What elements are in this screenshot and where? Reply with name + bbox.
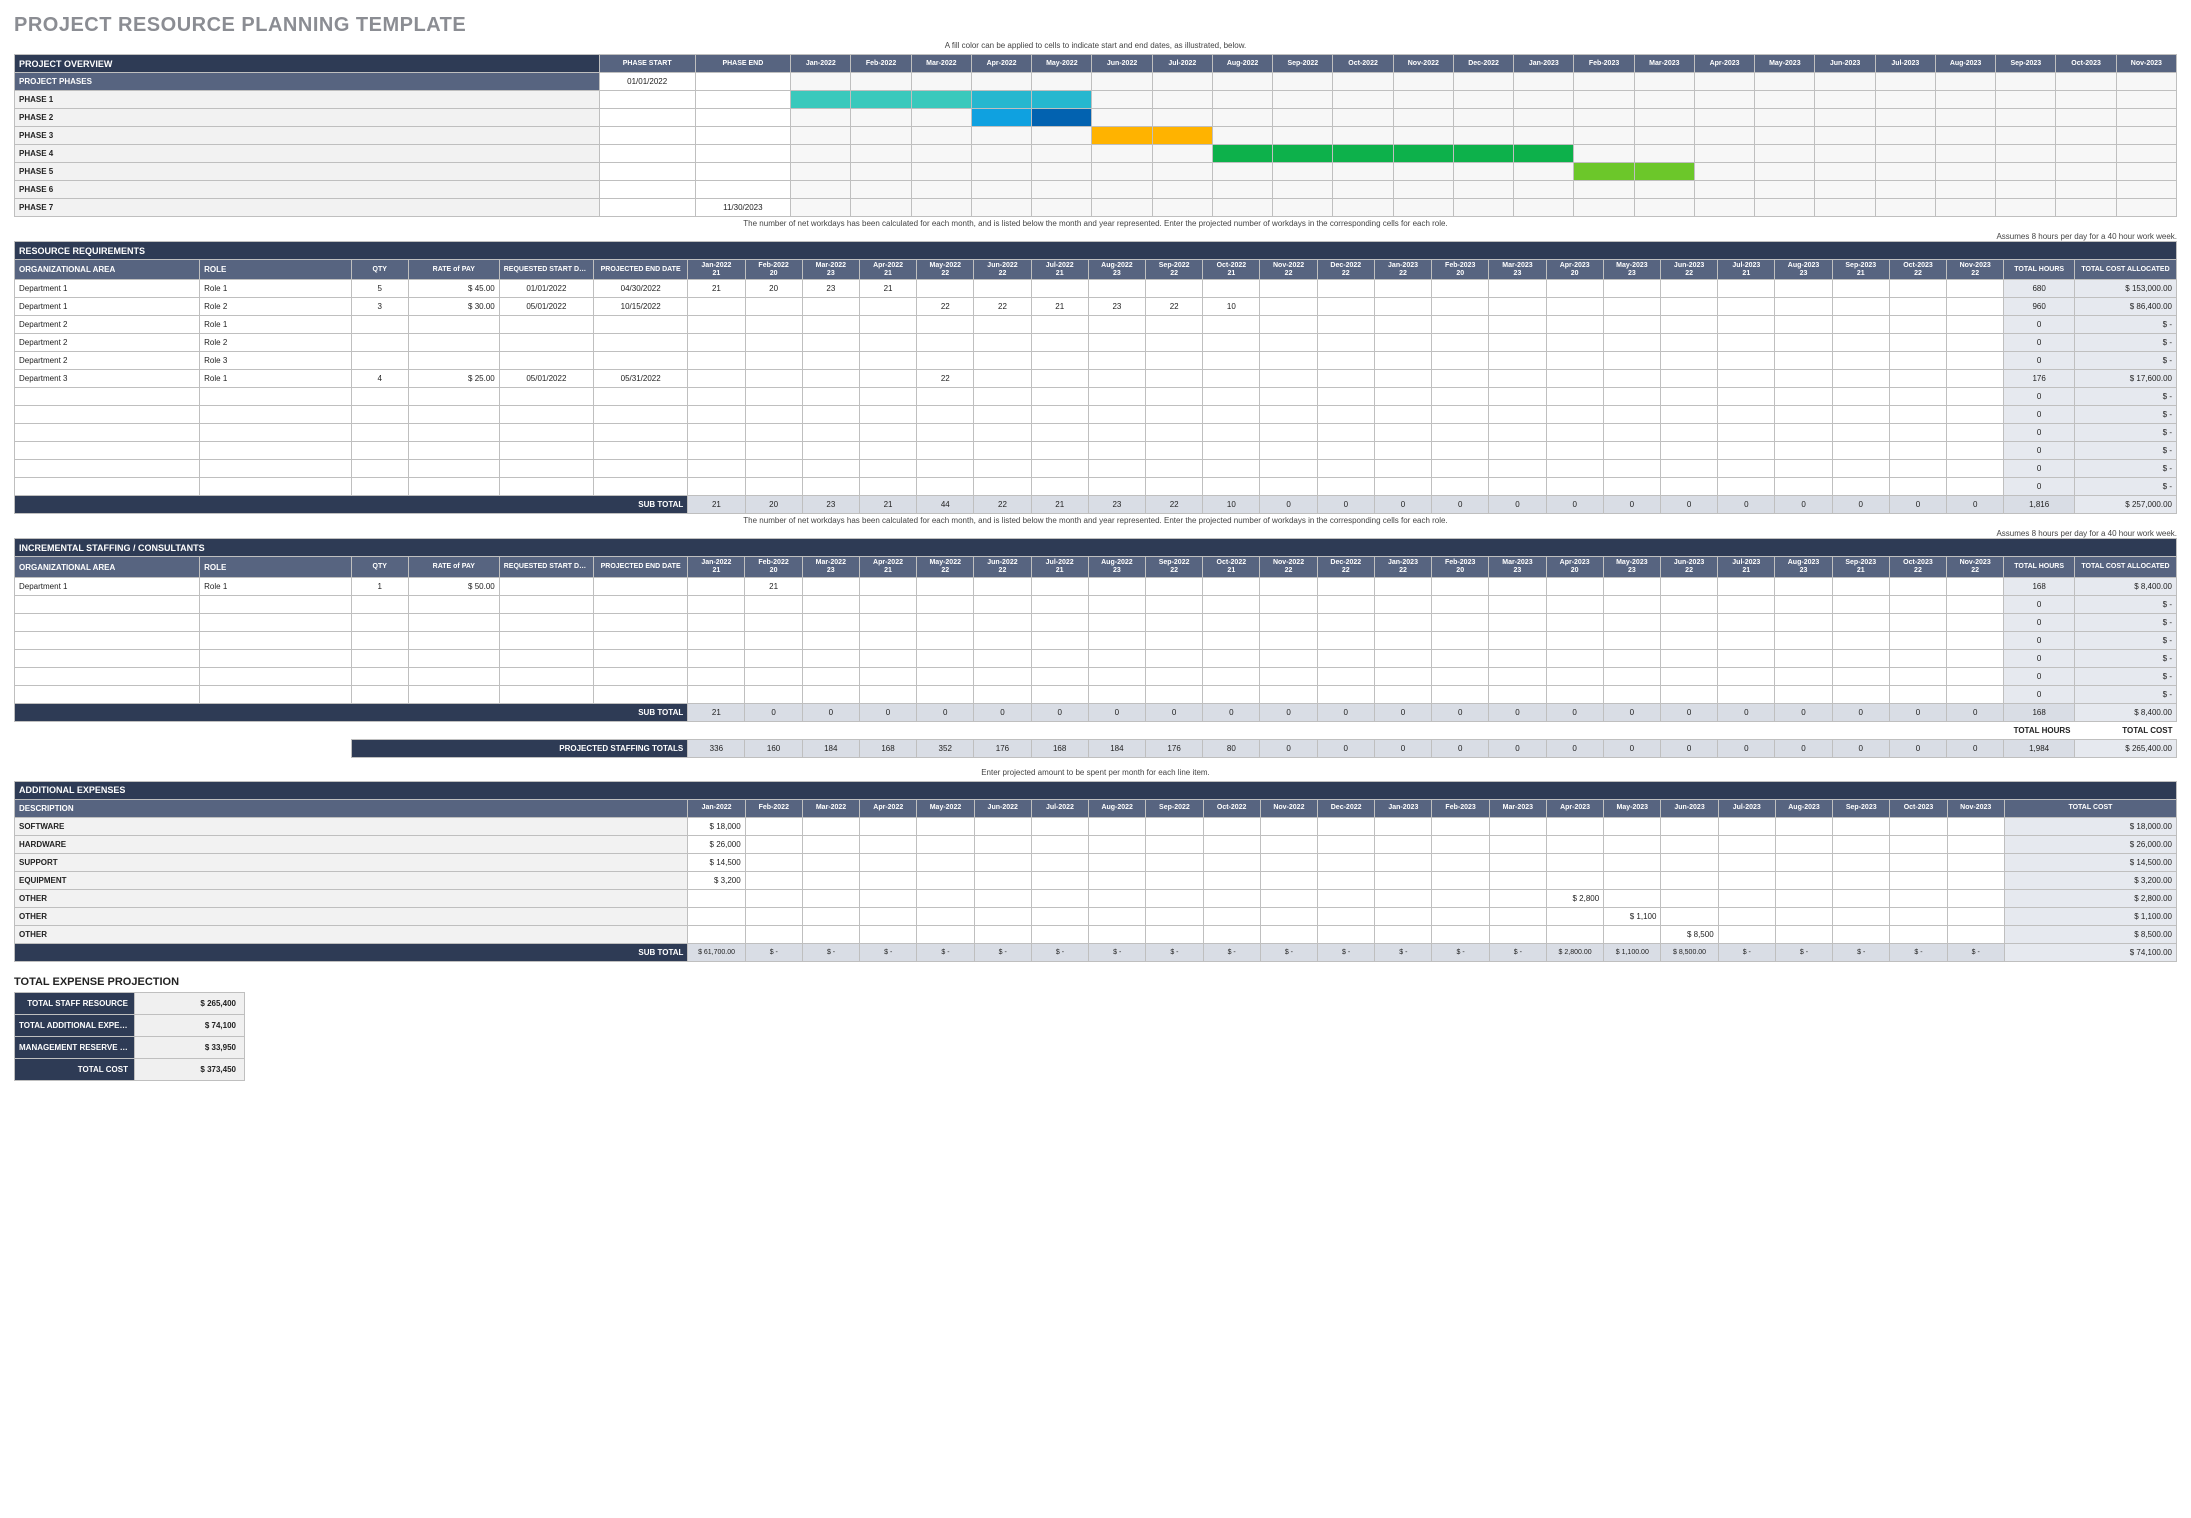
hint-workdays-2: The number of net workdays has been calc… (14, 516, 2177, 525)
overview-table: PROJECT OVERVIEWPHASE STARTPHASE ENDJan-… (14, 54, 2177, 217)
hint-right-2: Assumes 8 hours per day for a 40 hour wo… (14, 529, 2177, 538)
page-title: PROJECT RESOURCE PLANNING TEMPLATE (14, 14, 2177, 37)
projection-table: TOTAL STAFF RESOURCE$ 265,400TOTAL ADDIT… (14, 992, 245, 1081)
hint-expenses: Enter projected amount to be spent per m… (14, 768, 2177, 777)
consult-table: INCREMENTAL STAFFING / CONSULTANTSORGANI… (14, 538, 2177, 757)
expenses-table: ADDITIONAL EXPENSESDESCRIPTIONJan-2022Fe… (14, 781, 2177, 962)
hint-right-1: Assumes 8 hours per day for a 40 hour wo… (14, 232, 2177, 241)
projection-title: TOTAL EXPENSE PROJECTION (14, 976, 2177, 988)
resource-table: RESOURCE REQUIREMENTSORGANIZATIONAL AREA… (14, 241, 2177, 514)
hint-gantt: A fill color can be applied to cells to … (14, 41, 2177, 50)
hint-workdays-1: The number of net workdays has been calc… (14, 219, 2177, 228)
